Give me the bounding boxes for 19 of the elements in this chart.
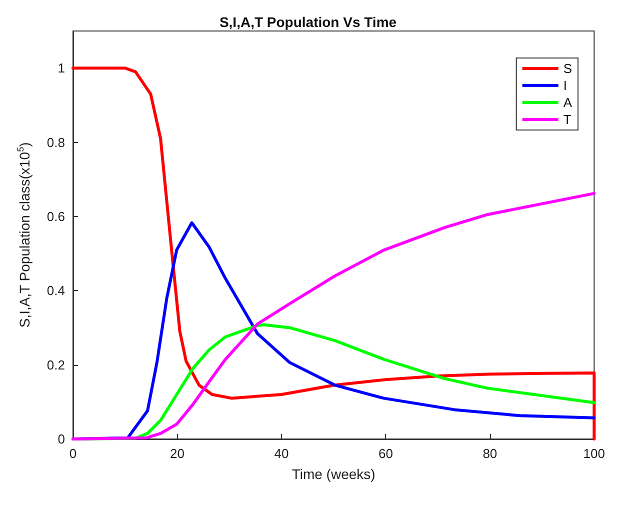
legend-label: I bbox=[563, 78, 567, 93]
y-tick-label: 0.2 bbox=[46, 357, 65, 372]
y-tick-label: 0.8 bbox=[46, 134, 65, 150]
y-tick-label: 0.6 bbox=[46, 208, 65, 224]
x-tick-label: 0 bbox=[69, 446, 77, 461]
x-tick-label: 20 bbox=[170, 446, 184, 461]
x-axis-title: Time (weeks) bbox=[292, 466, 376, 482]
legend-label: S bbox=[563, 61, 572, 76]
legend-label: A bbox=[563, 95, 572, 110]
y-tick-label: 1 bbox=[58, 60, 65, 76]
y-axis-title: S,I,A,T Population class(x105) bbox=[16, 142, 32, 328]
x-tick-label: 100 bbox=[583, 446, 606, 461]
legend-label: T bbox=[563, 112, 572, 127]
x-tick-label: 60 bbox=[378, 446, 393, 461]
y-tick-label: 0.4 bbox=[46, 283, 65, 298]
x-tick-label: 80 bbox=[482, 446, 498, 461]
y-tick-label: 0 bbox=[58, 432, 65, 446]
x-tick-label: 40 bbox=[274, 446, 289, 461]
chart-title: S,I,A,T Population Vs Time bbox=[219, 14, 397, 30]
